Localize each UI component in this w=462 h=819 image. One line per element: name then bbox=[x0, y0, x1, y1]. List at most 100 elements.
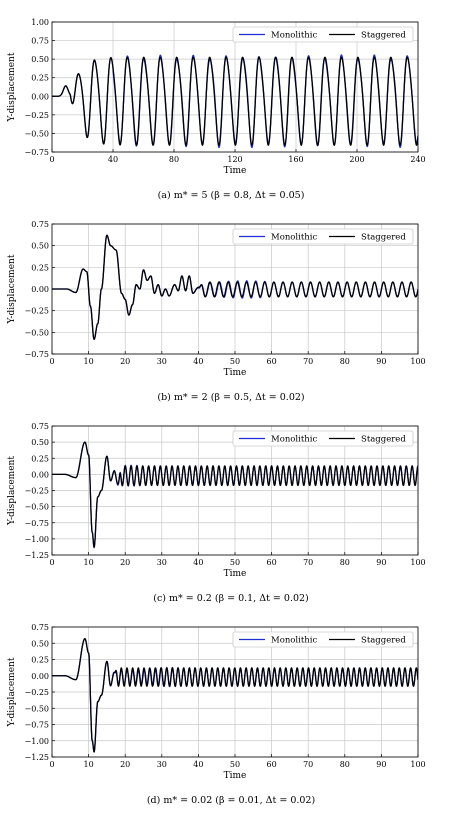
y-tick-label: 0.00 bbox=[31, 470, 49, 479]
y-tick-label: −0.75 bbox=[24, 519, 49, 528]
y-tick-label: −1.00 bbox=[24, 737, 49, 746]
x-tick-label: 100 bbox=[410, 357, 425, 366]
x-tick-label: 80 bbox=[340, 760, 350, 769]
y-tick-label: 0.50 bbox=[31, 242, 49, 251]
y-tick-label: 0.25 bbox=[31, 454, 49, 463]
legend-label-staggered: Staggered bbox=[361, 435, 406, 445]
x-tick-label: 90 bbox=[376, 357, 386, 366]
y-tick-label: 1.00 bbox=[31, 18, 49, 27]
series-line-staggered bbox=[52, 234, 418, 341]
series-line-staggered bbox=[52, 638, 418, 753]
y-tick-label: −0.75 bbox=[24, 721, 49, 730]
x-tick-label: 60 bbox=[267, 558, 277, 567]
x-tick-label: 30 bbox=[157, 760, 167, 769]
x-tick-label: 100 bbox=[410, 760, 425, 769]
x-tick-label: 100 bbox=[410, 558, 425, 567]
legend-label-monolithic: Monolithic bbox=[271, 31, 317, 41]
x-tick-label: 60 bbox=[267, 357, 277, 366]
x-tick-label: 10 bbox=[84, 558, 94, 567]
y-tick-label: −0.25 bbox=[24, 307, 49, 316]
x-tick-label: 80 bbox=[340, 558, 350, 567]
x-tick-label: 40 bbox=[193, 558, 203, 567]
x-tick-label: 50 bbox=[230, 760, 240, 769]
y-tick-label: −0.25 bbox=[24, 688, 49, 697]
x-tick-label: 30 bbox=[157, 558, 167, 567]
caption-b: (b) m* = 2 (β = 0.5, Δt = 0.02) bbox=[157, 392, 305, 403]
x-tick-label: 200 bbox=[349, 155, 364, 164]
x-axis-label: Time bbox=[224, 166, 247, 176]
series-line-staggered bbox=[52, 441, 418, 549]
x-tick-label: 50 bbox=[230, 357, 240, 366]
chart-panel-1: 0 40 80 120 160 200 240 −0.75 −0.50 −0.25 0.00 0.25… bbox=[7, 18, 426, 176]
x-tick-label: 30 bbox=[157, 357, 167, 366]
x-tick-label: 90 bbox=[376, 760, 386, 769]
x-tick-label: 20 bbox=[120, 760, 130, 769]
chart-panel-3: 0 10 20 30 40 50 60 70 80 90 100 −1.25 −1.00 −0.75 −0.… bbox=[7, 422, 426, 579]
y-axis-label: Y-displacement bbox=[7, 657, 17, 727]
x-tick-label: 10 bbox=[84, 357, 94, 366]
legend-label-staggered: Staggered bbox=[361, 31, 406, 41]
x-tick-label: 20 bbox=[120, 558, 130, 567]
x-tick-label: 40 bbox=[108, 155, 118, 164]
x-tick-label: 240 bbox=[410, 155, 425, 164]
x-tick-label: 90 bbox=[376, 558, 386, 567]
y-tick-label: −1.00 bbox=[24, 535, 49, 544]
legend-label-staggered: Staggered bbox=[361, 636, 406, 646]
y-axis-label: Y-displacement bbox=[7, 456, 17, 526]
x-axis-label: Time bbox=[224, 368, 247, 378]
y-tick-label: 0.75 bbox=[31, 422, 49, 431]
x-axis-label: Time bbox=[224, 771, 247, 781]
y-tick-label: 0.25 bbox=[31, 656, 49, 665]
y-tick-label: −0.75 bbox=[24, 350, 49, 359]
y-tick-label: 0.00 bbox=[31, 672, 49, 681]
legend-label-monolithic: Monolithic bbox=[271, 636, 317, 646]
y-tick-label: 0.50 bbox=[31, 639, 49, 648]
legend-box bbox=[232, 26, 414, 43]
x-tick-label: 0 bbox=[49, 558, 54, 567]
y-tick-label: 0.25 bbox=[31, 263, 49, 272]
y-tick-label: −0.25 bbox=[24, 111, 49, 120]
x-tick-label: 80 bbox=[169, 155, 179, 164]
x-tick-label: 70 bbox=[303, 558, 313, 567]
x-tick-label: 0 bbox=[49, 760, 54, 769]
y-axis-label: Y-displacement bbox=[7, 254, 17, 324]
caption-d: (d) m* = 0.02 (β = 0.01, Δt = 0.02) bbox=[146, 795, 316, 806]
caption-a: (a) m* = 5 (β = 0.8, Δt = 0.05) bbox=[157, 190, 305, 201]
x-tick-label: 160 bbox=[288, 155, 303, 164]
y-tick-label: −0.50 bbox=[24, 503, 49, 512]
x-tick-label: 40 bbox=[193, 357, 203, 366]
series-line-staggered bbox=[52, 56, 418, 146]
chart-panel-2: 0 10 20 30 40 50 60 70 80 90 100 −0.75 −0.50 −0.25 0.0… bbox=[7, 220, 426, 378]
y-tick-label: −1.25 bbox=[24, 551, 49, 560]
y-tick-label: −0.50 bbox=[24, 704, 49, 713]
y-tick-label: 0.50 bbox=[31, 55, 49, 64]
y-tick-label: −0.50 bbox=[24, 129, 49, 138]
legend-label-staggered: Staggered bbox=[361, 233, 406, 243]
x-tick-label: 70 bbox=[303, 357, 313, 366]
y-axis-label: Y-displacement bbox=[7, 52, 17, 122]
x-tick-label: 40 bbox=[193, 760, 203, 769]
y-tick-label: −0.75 bbox=[24, 148, 49, 157]
x-tick-label: 20 bbox=[120, 357, 130, 366]
y-tick-label: 0.50 bbox=[31, 438, 49, 447]
legend-box bbox=[232, 631, 414, 648]
y-tick-label: 0.25 bbox=[31, 74, 49, 83]
y-tick-label: 0.75 bbox=[31, 37, 49, 46]
y-tick-label: 0.00 bbox=[31, 92, 49, 101]
x-tick-label: 0 bbox=[49, 357, 54, 366]
y-tick-label: 0.75 bbox=[31, 623, 49, 632]
x-tick-label: 50 bbox=[230, 558, 240, 567]
legend-box bbox=[232, 228, 414, 245]
x-tick-label: 70 bbox=[303, 760, 313, 769]
x-axis-label: Time bbox=[224, 569, 247, 579]
y-tick-label: −0.25 bbox=[24, 487, 49, 496]
x-tick-label: 120 bbox=[227, 155, 242, 164]
x-tick-label: 60 bbox=[267, 760, 277, 769]
y-tick-label: −1.25 bbox=[24, 753, 49, 762]
y-tick-label: −0.50 bbox=[24, 328, 49, 337]
legend-box bbox=[232, 430, 414, 447]
legend-label-monolithic: Monolithic bbox=[271, 233, 317, 243]
y-tick-label: 0.75 bbox=[31, 220, 49, 229]
caption-c: (c) m* = 0.2 (β = 0.1, Δt = 0.02) bbox=[153, 593, 309, 604]
